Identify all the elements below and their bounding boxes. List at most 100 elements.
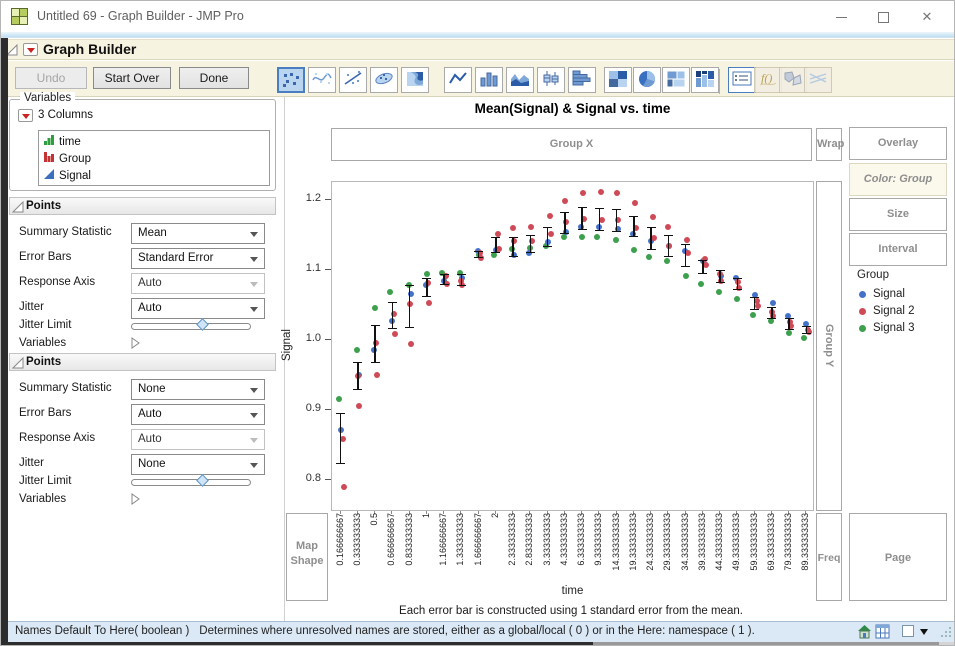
group-x-dropzone[interactable]: Group X bbox=[331, 128, 812, 161]
data-point-signal-3[interactable] bbox=[579, 234, 586, 241]
histogram-graph-type-icon[interactable] bbox=[568, 67, 596, 93]
data-point-signal-2[interactable] bbox=[443, 273, 450, 280]
data-point-signal[interactable] bbox=[629, 231, 636, 238]
wrap-dropzone[interactable]: Wrap bbox=[816, 128, 844, 161]
jitter-select[interactable]: None bbox=[131, 454, 265, 475]
data-point-signal-3[interactable] bbox=[387, 288, 394, 295]
error-bars-select[interactable]: Standard Error bbox=[131, 248, 265, 269]
close-button[interactable]: ✕ bbox=[921, 9, 933, 24]
minimize-button[interactable] bbox=[821, 1, 861, 32]
group-y-dropzone[interactable]: Group Y bbox=[816, 181, 842, 511]
data-point-signal-2[interactable] bbox=[562, 218, 569, 225]
data-point-signal-2[interactable] bbox=[701, 255, 708, 262]
data-point-signal-2[interactable] bbox=[528, 223, 535, 230]
data-point-signal-2[interactable] bbox=[476, 250, 483, 257]
contour-graph-type-icon[interactable] bbox=[401, 67, 429, 93]
data-point-signal-3[interactable] bbox=[734, 296, 741, 303]
data-point-signal[interactable] bbox=[785, 312, 792, 319]
plot-area[interactable] bbox=[331, 181, 814, 511]
data-point-signal-3[interactable] bbox=[594, 234, 601, 241]
data-point-signal-2[interactable] bbox=[424, 280, 431, 287]
summary-statistic-select[interactable]: Mean bbox=[131, 223, 265, 244]
data-point-signal[interactable] bbox=[371, 346, 378, 353]
data-point-signal-3[interactable] bbox=[560, 234, 567, 241]
data-point-signal-2[interactable] bbox=[613, 190, 620, 197]
data-point-signal-3[interactable] bbox=[542, 242, 549, 249]
data-point-signal-3[interactable] bbox=[457, 269, 464, 276]
data-point-signal-2[interactable] bbox=[407, 341, 414, 348]
status-dropdown-caret-icon[interactable] bbox=[920, 629, 928, 635]
data-point-signal-2[interactable] bbox=[355, 402, 362, 409]
data-point-signal-3[interactable] bbox=[664, 258, 671, 264]
data-point-signal-3[interactable] bbox=[767, 318, 774, 325]
interval-dropzone[interactable]: Interval bbox=[849, 233, 947, 266]
red-triangle-menu-button[interactable] bbox=[23, 43, 38, 56]
error-bars-select[interactable]: Auto bbox=[131, 404, 265, 425]
map-shape-dropzone[interactable]: Map Shape bbox=[286, 513, 328, 601]
bar-graph-type-icon[interactable] bbox=[475, 67, 503, 93]
data-point-signal-2[interactable] bbox=[580, 190, 587, 197]
data-point-signal-2[interactable] bbox=[614, 217, 621, 224]
data-point-signal-2[interactable] bbox=[340, 483, 347, 490]
data-point-signal-3[interactable] bbox=[335, 395, 342, 402]
data-point-signal-3[interactable] bbox=[353, 346, 360, 353]
data-point-signal-2[interactable] bbox=[631, 199, 638, 206]
data-point-signal-3[interactable] bbox=[749, 311, 756, 318]
slider-track[interactable] bbox=[131, 323, 251, 330]
data-point-signal-2[interactable] bbox=[561, 197, 568, 204]
data-point-signal[interactable] bbox=[769, 299, 776, 306]
data-point-signal-2[interactable] bbox=[425, 299, 432, 306]
data-point-signal-2[interactable] bbox=[735, 278, 742, 285]
data-table-icon[interactable] bbox=[875, 624, 890, 639]
data-point-signal-2[interactable] bbox=[598, 189, 605, 196]
data-point-signal-3[interactable] bbox=[509, 246, 516, 253]
points-panel-header[interactable]: Points bbox=[9, 353, 276, 371]
data-point-signal-3[interactable] bbox=[697, 281, 704, 288]
data-point-signal-2[interactable] bbox=[444, 281, 451, 288]
collapse-triangle-icon[interactable] bbox=[12, 201, 24, 213]
data-point-signal-3[interactable] bbox=[423, 271, 430, 278]
status-checkbox[interactable] bbox=[902, 625, 914, 637]
data-point-signal-2[interactable] bbox=[547, 230, 554, 237]
data-point-signal-2[interactable] bbox=[494, 230, 501, 237]
data-point-signal-2[interactable] bbox=[546, 212, 553, 219]
data-point-signal-2[interactable] bbox=[511, 238, 518, 245]
data-point-signal-2[interactable] bbox=[787, 318, 794, 325]
data-point-signal-2[interactable] bbox=[529, 237, 536, 244]
freq-dropzone[interactable]: Freq bbox=[816, 513, 842, 601]
box-plot-graph-type-icon[interactable] bbox=[537, 67, 565, 93]
jitter-limit-slider[interactable] bbox=[131, 318, 253, 333]
data-point-signal-2[interactable] bbox=[753, 297, 760, 304]
data-point-signal[interactable] bbox=[751, 292, 758, 299]
line-of-fit-graph-type-icon[interactable] bbox=[339, 67, 367, 93]
data-point-signal[interactable] bbox=[459, 274, 466, 281]
data-point-signal-3[interactable] bbox=[646, 253, 653, 260]
column-item-time[interactable]: time bbox=[43, 133, 269, 150]
pie-graph-type-icon[interactable] bbox=[633, 67, 661, 93]
data-point-signal-2[interactable] bbox=[510, 225, 517, 232]
data-point-signal-3[interactable] bbox=[490, 252, 497, 259]
data-point-signal-2[interactable] bbox=[581, 216, 588, 223]
data-point-signal-3[interactable] bbox=[801, 334, 808, 341]
mosaic-graph-type-icon[interactable] bbox=[691, 67, 719, 93]
formula-graph-type-icon[interactable]: f() bbox=[754, 67, 782, 93]
data-point-signal-3[interactable] bbox=[630, 246, 637, 253]
data-point-signal[interactable] bbox=[803, 320, 810, 327]
data-point-signal-2[interactable] bbox=[769, 313, 776, 320]
column-item-signal[interactable]: Signal bbox=[43, 167, 269, 184]
data-point-signal-3[interactable] bbox=[682, 272, 689, 279]
data-point-signal-3[interactable] bbox=[786, 330, 793, 337]
legend-item[interactable]: Signal bbox=[859, 286, 905, 302]
area-graph-type-icon[interactable] bbox=[506, 67, 534, 93]
collapse-triangle-icon[interactable] bbox=[12, 357, 24, 369]
data-point-signal-3[interactable] bbox=[716, 288, 723, 295]
size-dropzone[interactable]: Size bbox=[849, 198, 947, 231]
legend-item[interactable]: Signal 3 bbox=[859, 320, 915, 336]
data-point-signal[interactable] bbox=[578, 223, 585, 230]
parallel-graph-type-icon[interactable] bbox=[804, 67, 832, 93]
heatmap-graph-type-icon[interactable] bbox=[604, 67, 632, 93]
data-point-signal-2[interactable] bbox=[632, 225, 639, 232]
data-point-signal-2[interactable] bbox=[599, 216, 606, 223]
line-graph-type-icon[interactable] bbox=[444, 67, 472, 93]
data-point-signal-2[interactable] bbox=[339, 435, 346, 442]
